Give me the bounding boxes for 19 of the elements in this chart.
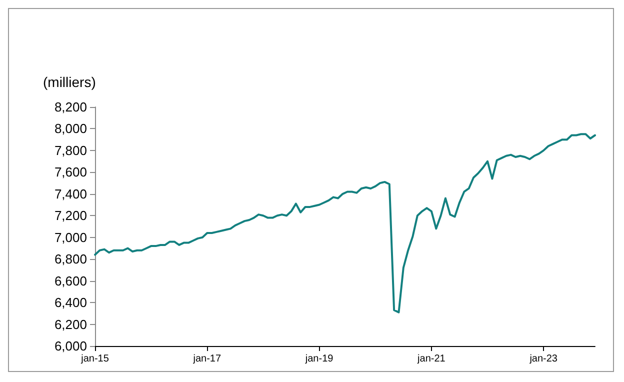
y-tick-label: 7,800	[54, 142, 87, 158]
y-tick-label: 6,200	[54, 316, 87, 332]
y-tick-label: 7,200	[54, 208, 87, 224]
y-tick-label: 8,000	[54, 121, 87, 136]
y-axis-title: (milliers)	[43, 74, 96, 90]
x-tick-label: jan-19	[304, 354, 334, 364]
y-tick-label: 6,000	[54, 338, 87, 354]
y-tick-label: 8,200	[54, 100, 87, 114]
x-tick-label: jan-21	[416, 354, 446, 364]
x-tick-label: jan-23	[528, 354, 558, 364]
line-series	[94, 133, 596, 314]
y-tick-label: 7,600	[54, 164, 87, 180]
x-tick-label: jan-15	[80, 354, 110, 364]
y-tick-label: 6,600	[54, 273, 87, 288]
y-tick-label: 7,000	[54, 230, 87, 245]
y-tick-label: 6,800	[54, 252, 87, 267]
x-tick-label: jan-17	[192, 354, 222, 364]
y-tick-label: 6,400	[54, 295, 87, 310]
y-tick-label: 7,400	[54, 186, 87, 202]
